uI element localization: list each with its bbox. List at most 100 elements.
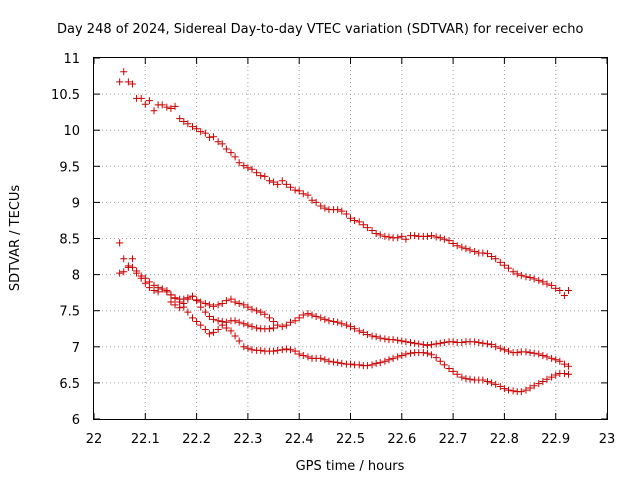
data-point [201, 308, 209, 316]
data-point [560, 360, 568, 368]
data-point [368, 361, 376, 369]
data-point [359, 221, 367, 229]
x-tick-label: 22.7 [439, 432, 468, 447]
y-tick-label: 10.5 [51, 88, 80, 103]
data-point [312, 198, 320, 206]
data-point [445, 364, 453, 372]
data-point [244, 303, 252, 311]
data-point [120, 68, 128, 76]
data-point [222, 318, 230, 326]
data-point [372, 359, 380, 367]
y-tick-label: 9 [72, 196, 80, 211]
data-point [535, 350, 543, 358]
data-point [376, 231, 384, 239]
data-point [248, 165, 256, 173]
data-point [556, 286, 564, 294]
data-point [299, 351, 307, 359]
data-point [244, 164, 252, 172]
data-point [222, 297, 230, 305]
data-point [265, 325, 273, 333]
data-point [120, 268, 128, 276]
data-point [530, 275, 538, 283]
data-point [133, 269, 141, 277]
data-point [253, 324, 261, 332]
data-point [150, 286, 158, 294]
data-point [423, 232, 431, 240]
data-point [458, 373, 466, 381]
series-track-D [167, 292, 278, 333]
data-point [227, 327, 235, 335]
data-point [248, 323, 256, 331]
data-point [163, 286, 171, 294]
data-point [176, 304, 184, 312]
data-point [124, 262, 132, 270]
data-point [347, 360, 354, 368]
data-point [295, 350, 303, 358]
x-tick-label: 22.4 [285, 432, 314, 447]
data-point [210, 328, 218, 336]
data-point [257, 308, 265, 316]
data-point [351, 216, 359, 224]
data-point [526, 349, 534, 357]
data-point [526, 384, 534, 392]
data-point [347, 323, 354, 331]
data-point [496, 383, 504, 391]
data-point [500, 261, 508, 269]
data-point [565, 370, 573, 378]
data-point [116, 78, 124, 86]
data-point [560, 370, 568, 378]
data-point [552, 356, 560, 364]
data-point [235, 318, 243, 326]
data-point [205, 312, 213, 320]
data-point [201, 299, 209, 307]
data-point [193, 318, 201, 326]
data-point [253, 307, 261, 315]
data-point [483, 340, 491, 348]
data-point [137, 274, 145, 282]
data-point [500, 346, 508, 354]
data-point [286, 183, 294, 191]
data-point [428, 232, 436, 240]
data-point [257, 172, 265, 180]
data-point [291, 347, 299, 355]
data-point [355, 218, 363, 226]
data-point [265, 314, 273, 322]
data-point [398, 337, 406, 345]
data-point [509, 387, 517, 395]
data-point [440, 361, 448, 369]
data-point [261, 172, 269, 180]
data-point [218, 140, 226, 148]
data-point [184, 120, 192, 128]
data-point [385, 356, 393, 364]
data-point [282, 345, 290, 353]
data-point [548, 373, 556, 381]
data-point [167, 105, 175, 113]
data-point [381, 357, 389, 365]
data-point [402, 338, 410, 346]
data-point [363, 331, 371, 339]
data-point [535, 380, 543, 388]
data-point [154, 288, 162, 296]
data-point [205, 133, 213, 141]
data-point [261, 310, 269, 318]
data-point [317, 314, 325, 322]
data-point [282, 180, 290, 188]
data-point [270, 178, 278, 186]
y-tick-label: 6.5 [59, 377, 80, 392]
data-point [419, 341, 427, 349]
data-point [458, 243, 466, 251]
data-point [347, 214, 354, 222]
x-tick-label: 23 [599, 432, 616, 447]
data-point [188, 314, 196, 322]
data-point [205, 301, 213, 309]
x-tick-label: 22.9 [541, 432, 570, 447]
data-point [475, 338, 483, 346]
data-point [295, 187, 303, 195]
data-point [278, 323, 286, 331]
data-point [193, 125, 201, 133]
data-point [321, 204, 329, 212]
data-point [286, 318, 294, 326]
y-axis: 6 6.5 7 7.5 8 8.5 9 9.5 10 10.5 11 [51, 52, 607, 428]
data-point [530, 382, 538, 390]
data-point [355, 361, 363, 369]
